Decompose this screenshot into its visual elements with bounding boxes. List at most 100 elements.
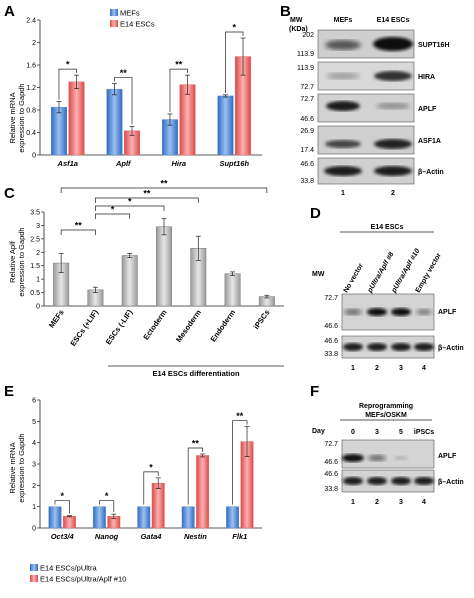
chart-a-sig-bracket-asf1a	[58, 68, 77, 100]
blot-d: E14 ESCs No vector pUltra/Aplf #8 pUltra…	[312, 224, 464, 372]
blot-d-mw-header: MW	[312, 271, 325, 278]
blot-b-aplf-mw-1: 72.7	[300, 96, 314, 103]
chart-e-bar-e14-escs-pultra-nestin	[181, 506, 195, 529]
chart-e-axes: 0 1 2 3 4 5 6	[32, 398, 262, 533]
chart-e-bar-e14-escs-pultra-aplf-10-nestin	[196, 455, 210, 529]
chart-e-ytick-label: 0	[32, 526, 36, 533]
chart-e-sig-label-flk1: **	[236, 411, 244, 421]
chart-e-sig-bracket-nanog	[99, 500, 115, 513]
blot-f-lane-number-4: 4	[422, 499, 426, 506]
chart-e-bar-e14-escs-pultra-nanog	[92, 506, 106, 529]
chart-a-sig-bracket-supt16h	[225, 31, 244, 93]
band-d-aplf-2	[367, 308, 387, 316]
chart-a-sig-label-asf1a: *	[66, 60, 70, 70]
blot-b-mw-header-1: MW	[290, 17, 303, 24]
chart-c-ytick-label: 0.5	[30, 290, 40, 297]
chart-c-bar-endoderm	[224, 273, 241, 307]
blot-f-aplf-mw-1: 72.7	[324, 441, 338, 448]
legend-label-e14: E14 ESCs	[120, 20, 155, 29]
blot-d-actin-mw-2: 33.8	[324, 351, 338, 358]
chart-e-ytick-label: 2	[32, 483, 36, 490]
chart-c-xtick-escs-lif: ESCs (+LIF)	[68, 308, 100, 348]
chart-e-ytick-label: 4	[32, 440, 36, 447]
blot-d-actin-label: β–Actin	[438, 345, 464, 352]
chart-e: Relative mRNA expression to Gapdh 0 1 2 3 4 5…	[8, 398, 262, 584]
chart-e-xtick-nestin: Nestin	[184, 532, 207, 541]
blot-d-group-label: E14 ESCs	[371, 224, 404, 231]
chart-c-sig-bracket-3	[95, 197, 199, 203]
legend-swatch-aplf10	[30, 575, 38, 582]
panel-label-b: B	[280, 3, 291, 20]
blot-f-aplf-label: APLF	[438, 453, 457, 460]
chart-e-legend: E14 ESCs/pUltra E14 ESCs/pUltra/Aplf #10	[30, 564, 126, 584]
chart-a-ytick-label: 2	[32, 40, 36, 47]
blot-b-supt16h-label: SUPT16H	[418, 42, 450, 49]
chart-e-bar-e14-escs-pultra-flk1	[226, 506, 240, 529]
chart-a-ytick-label: 1.6	[26, 63, 36, 70]
blot-f: Reprogramming MEFs/OSKM Day 0 3 5 iPSCs …	[312, 403, 464, 506]
blot-d-aplf-mw-2: 46.6	[324, 323, 338, 330]
blot-b-supt16h-mw-2: 113.9	[297, 51, 314, 58]
chart-a-bar-mefs-aplf	[106, 88, 123, 156]
chart-c-sig-bracket-1	[95, 213, 131, 219]
chart-c-ylabel-1: Relative Aplf	[8, 240, 17, 283]
chart-a-bar-e14-escs-hira	[179, 84, 196, 156]
band-d-actin-4	[414, 343, 434, 351]
blot-d-lane-number-4: 4	[422, 365, 426, 372]
band-d-actin-3	[391, 343, 411, 351]
chart-c-bar-ectoderm	[156, 226, 172, 307]
blot-f-aplf-mw-2: 46.6	[324, 459, 338, 466]
chart-c-sig-label-4: **	[160, 179, 168, 189]
legend-swatch-mefs	[110, 9, 118, 16]
blot-b-mw-header-2: (KDa)	[289, 26, 308, 33]
chart-c-xtick-mefs: MEFs	[47, 308, 66, 330]
legend-label-aplf10: E14 ESCs/pUltra/Aplf #10	[40, 575, 126, 584]
band-b-supt16h-2	[373, 37, 413, 51]
blot-f-actin-label: β–Actin	[438, 479, 464, 486]
blot-b-aplf-label: APLF	[418, 106, 437, 113]
chart-e-bar-e14-escs-pultra-aplf-10-oct3-4	[62, 516, 76, 529]
band-b-aplf-2	[376, 103, 410, 109]
band-d-aplf-4	[416, 309, 432, 315]
blot-b-asf1a-label: ASF1A	[418, 138, 441, 145]
blot-b-aplf-mw-2: 46.6	[300, 116, 314, 123]
blot-d-aplf-mw-1: 72.7	[324, 295, 338, 302]
panel-label-d: D	[310, 205, 321, 222]
chart-c-sig-label-3: **	[143, 189, 151, 199]
chart-e-bar-e14-escs-pultra-oct3-4	[48, 506, 62, 529]
legend-label-pultra: E14 ESCs/pUltra	[40, 564, 98, 573]
panel-label-a: A	[4, 3, 15, 20]
blot-f-lane-number-3: 3	[399, 499, 403, 506]
chart-e-xtick-gata4: Gata4	[141, 532, 163, 541]
chart-e-xtick-oct3-4: Oct3/4	[51, 532, 75, 541]
chart-c-sig-label-0: **	[75, 221, 83, 231]
band-b-actin-1	[324, 166, 362, 176]
chart-a-legend: MEFs E14 ESCs	[110, 9, 155, 29]
legend-label-mefs: MEFs	[120, 9, 140, 18]
chart-e-bar-e14-escs-pultra-gata4	[137, 506, 151, 529]
blot-f-lane-number-1: 1	[351, 499, 355, 506]
blot-b-asf1a-mw-1: 26.9	[300, 128, 314, 135]
blot-d-lane-number-1: 1	[351, 365, 355, 372]
blot-f-actin-mw-1: 46.6	[324, 471, 338, 478]
blot-f-lane-2: 3	[375, 429, 379, 436]
chart-c-ylabel-2: expression to Gapdh	[17, 227, 26, 296]
chart-a-bar-mefs-supt16h	[217, 95, 234, 156]
chart-c-ytick-label: 3.5	[30, 210, 40, 217]
blot-d-actin-mw-1: 46.6	[324, 338, 338, 345]
chart-c-xtick-ectoderm: Ectoderm	[141, 308, 168, 342]
chart-e-sig-label-nanog: *	[105, 491, 109, 501]
blot-f-aplf-frame	[341, 439, 435, 469]
blot-f-lane-4: iPSCs	[414, 429, 434, 436]
chart-c-ytick-label: 2	[36, 250, 40, 257]
blot-b-supt16h-mw-1: 202	[302, 32, 314, 39]
chart-a-ytick-label: 0.8	[26, 108, 36, 115]
blot-b-actin-mw-2: 33.8	[300, 178, 314, 185]
band-f-actin-2	[367, 477, 387, 485]
chart-c-sig-label-2: *	[128, 197, 132, 207]
chart-c-marks: MEFs ESCs (+LIF) ESCs (-LIF) Ectoderm Mesode…	[47, 179, 275, 348]
chart-e-ytick-label: 6	[32, 398, 36, 405]
blot-b-lane-number-2: 2	[391, 190, 395, 197]
chart-e-sig-bracket-oct3-4	[54, 500, 70, 514]
